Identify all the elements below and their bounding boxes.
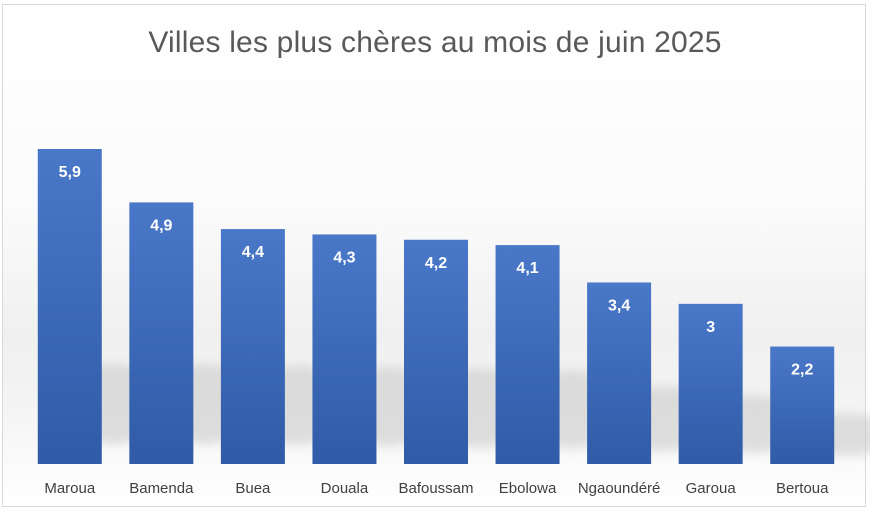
chart-title: Villes les plus chères au mois de juin 2… [148, 26, 722, 59]
bar-ngaoundéré [587, 282, 652, 464]
bar-value-label: 5,9 [59, 164, 81, 181]
bar-maroua [37, 149, 102, 464]
bar-value-label: 4,2 [425, 255, 447, 272]
bar-bertoua [770, 346, 835, 464]
bar-value-labels: 5,9 4,9 4,4 4,3 4,2 4,1 3,4 3 2,2 [59, 164, 814, 379]
category-label: Garoua [686, 480, 737, 497]
bar-bamenda [129, 202, 194, 464]
bar-bafoussam [404, 239, 468, 464]
bar-value-label: 3,4 [608, 297, 630, 314]
bar-ebolowa [495, 245, 560, 464]
bar-value-label: 2,2 [791, 362, 813, 379]
bar-douala [312, 234, 377, 464]
category-label: Buea [235, 480, 271, 497]
category-label: Bertoua [776, 480, 829, 497]
bar-value-label: 4,4 [242, 244, 264, 261]
category-label: Bamenda [129, 480, 194, 497]
bar-value-label: 4,1 [516, 260, 538, 277]
bar-value-label: 4,9 [150, 217, 172, 234]
category-labels: Maroua Bamenda Buea Douala Bafoussam Ebolowa N… [44, 480, 829, 497]
category-label: Douala [321, 480, 369, 497]
category-label: Maroua [44, 480, 96, 497]
category-label: Ngaoundéré [578, 480, 661, 497]
bar-garoua [678, 303, 743, 464]
category-label: Bafoussam [398, 480, 473, 497]
category-label: Ebolowa [499, 480, 557, 497]
bar-value-label: 4,3 [333, 249, 355, 266]
bar-value-label: 3 [706, 319, 715, 336]
bar-buea [220, 229, 285, 464]
bars [37, 149, 835, 464]
